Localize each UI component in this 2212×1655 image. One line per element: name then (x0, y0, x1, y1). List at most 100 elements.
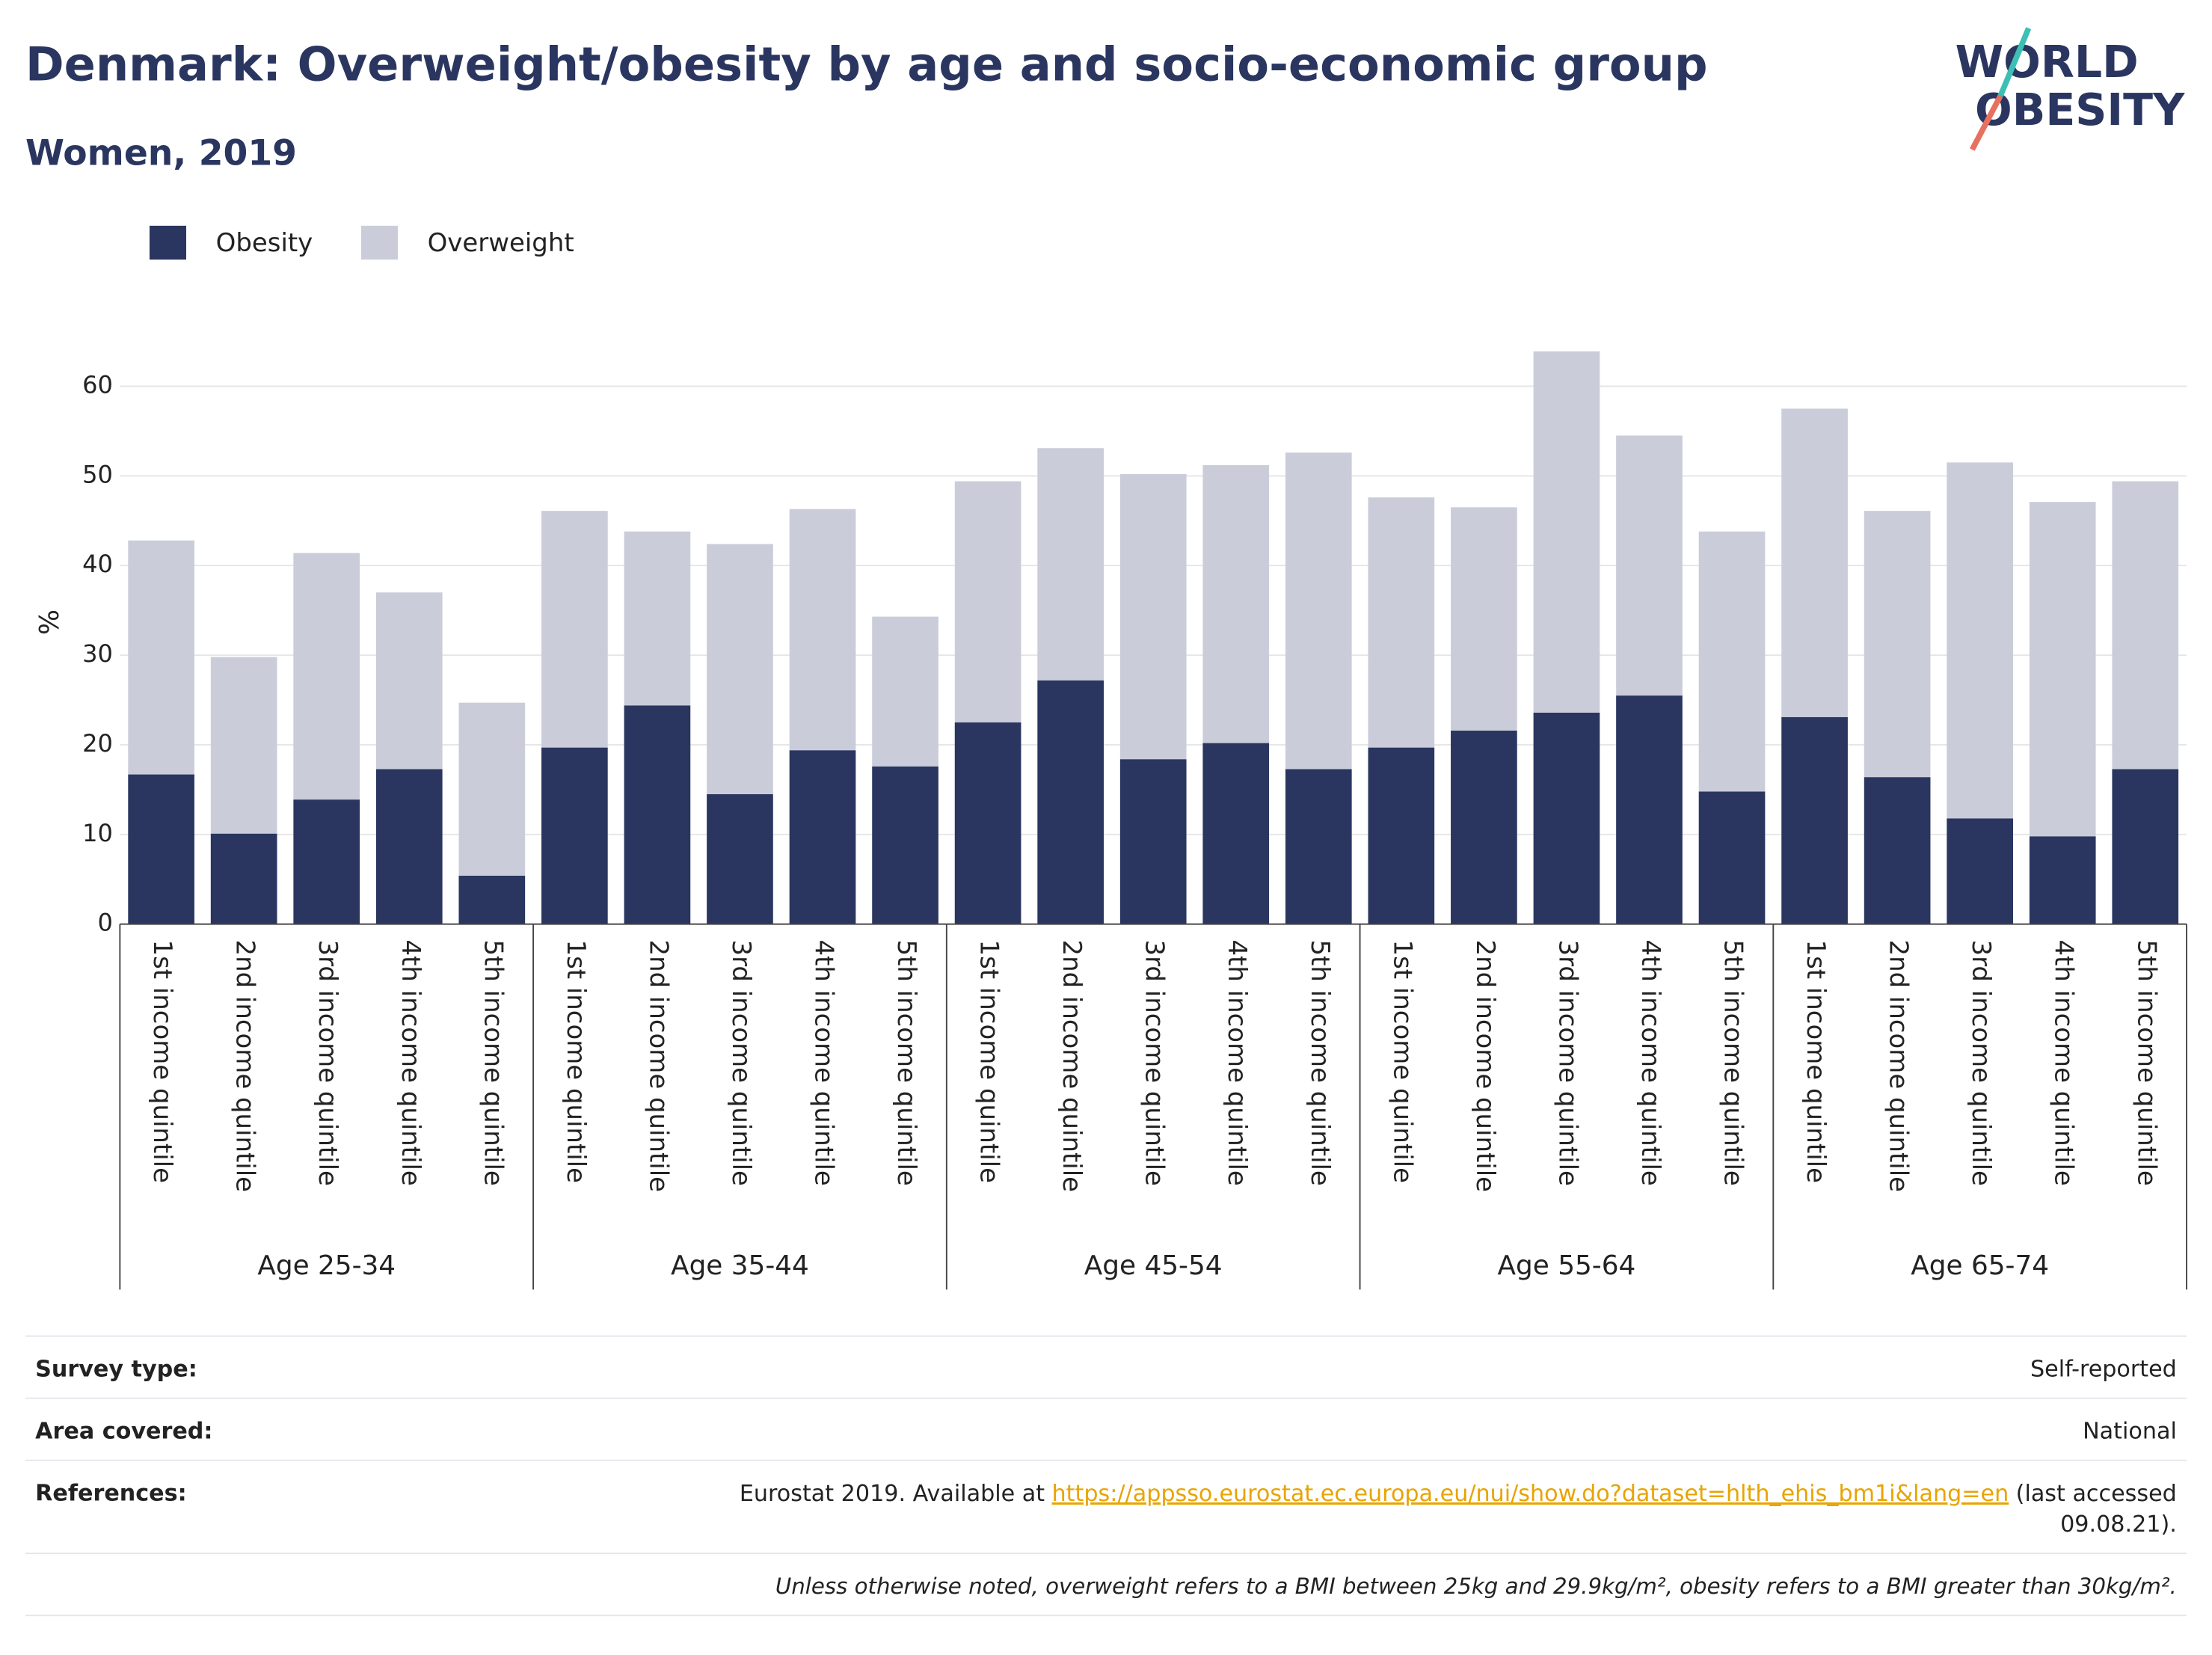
x-tick-label: 1st income quintile (147, 939, 177, 1183)
bar-segment (1285, 769, 1352, 924)
y-tick-label: 0 (98, 909, 113, 937)
bar-segment (789, 750, 856, 924)
bar-segment (210, 657, 277, 834)
bar-segment (293, 553, 360, 800)
reference-link[interactable]: https://appsso.eurostat.ec.europa.eu/nui… (1052, 1480, 2009, 1506)
y-tick-label: 50 (82, 460, 113, 488)
group-label: Age 65-74 (1911, 1250, 2049, 1281)
group-label: Age 25-34 (257, 1250, 396, 1281)
x-tick-label: 3rd income quintile (1140, 939, 1170, 1185)
bar-segment (375, 592, 443, 770)
bar-segment (872, 766, 938, 924)
bar-segment (293, 799, 360, 924)
row-value: Self-reported (2030, 1356, 2177, 1382)
group-label: Age 45-54 (1084, 1250, 1223, 1281)
y-tick-label: 20 (82, 729, 113, 758)
x-tick-label: 4th income quintile (1222, 939, 1252, 1185)
legend-label: Overweight (428, 228, 574, 258)
x-tick-label: 2nd income quintile (643, 939, 673, 1192)
bar-segment (1451, 507, 1517, 731)
row-value: National (2083, 1418, 2177, 1444)
bar-segment (1037, 448, 1104, 681)
bar-segment (624, 705, 691, 924)
bar-segment (375, 769, 443, 924)
bar-segment (1202, 464, 1270, 743)
bar-segment (541, 747, 608, 924)
chart-title: Denmark: Overweight/obesity by age and s… (25, 37, 1708, 92)
x-tick-label: 4th income quintile (809, 939, 839, 1185)
bar-segment (1202, 743, 1270, 924)
x-tick-label: 2nd income quintile (1057, 939, 1087, 1192)
y-tick-label: 60 (82, 370, 113, 399)
legend-swatch (149, 225, 187, 260)
bar-segment (458, 876, 526, 924)
x-tick-label: 5th income quintile (891, 939, 921, 1185)
bar-segment (2029, 836, 2096, 924)
logo: WORLD OBESITY (1956, 27, 2185, 151)
bar-segment (1781, 408, 1848, 717)
bar-segment (1947, 462, 2014, 819)
bar-segment (789, 509, 856, 751)
x-tick-label: 2nd income quintile (1884, 939, 1914, 1192)
legend-swatch (360, 225, 398, 260)
logo-slash (1969, 94, 2003, 151)
logo-text: WORLD (1956, 37, 2139, 87)
y-axis-label: % (34, 610, 65, 635)
bar-segment (707, 793, 773, 924)
bar-segment (707, 544, 773, 794)
bar-segment (1451, 730, 1517, 924)
row-label: Survey type: (35, 1356, 197, 1382)
x-tick-label: 1st income quintile (1801, 939, 1831, 1183)
bar-segment (1864, 511, 1931, 778)
reference-source: Eurostat 2019. Available at (740, 1480, 1045, 1506)
x-tick-label: 3rd income quintile (1966, 939, 1996, 1185)
bar-segment (1119, 473, 1187, 760)
logo-text: OBESITY (1975, 85, 2185, 135)
group-label: Age 55-64 (1498, 1250, 1636, 1281)
bar-segment (458, 702, 526, 876)
bar-segment (128, 540, 194, 775)
bar-segment (1616, 435, 1683, 696)
x-tick-label: 1st income quintile (1387, 939, 1417, 1183)
x-tick-label: 2nd income quintile (1470, 939, 1500, 1192)
bar-segment (2112, 481, 2179, 770)
logo-slash (1997, 27, 2032, 97)
row-label: Area covered: (35, 1418, 212, 1444)
bar-segment (1119, 759, 1187, 924)
bar-segment (1037, 680, 1104, 924)
x-tick-label: 5th income quintile (478, 939, 508, 1185)
reference-after: (last accessed (2016, 1480, 2177, 1506)
bar-segment (1533, 351, 1600, 713)
bar-segment (1698, 791, 1766, 924)
x-tick-label: 2nd income quintile (230, 939, 260, 1192)
y-tick-label: 40 (82, 550, 113, 578)
reference-text: Eurostat 2019. Available at https://appss… (740, 1480, 2177, 1506)
x-tick-label: 4th income quintile (2049, 939, 2079, 1185)
bar-segment (1947, 818, 2014, 924)
x-tick-label: 3rd income quintile (313, 939, 342, 1185)
bar-segment (1368, 747, 1435, 924)
bar-segment (210, 833, 277, 924)
bar-segment (1533, 712, 1600, 924)
bar-segment (872, 616, 938, 767)
bar-segment (624, 531, 691, 706)
x-tick-label: 1st income quintile (974, 939, 1004, 1183)
bar-segment (2112, 769, 2179, 924)
bar-segment (541, 511, 608, 748)
chart-subtitle: Women, 2019 (25, 133, 297, 174)
bar-segment (128, 774, 194, 924)
group-label: Age 35-44 (671, 1250, 809, 1281)
bar-segment (954, 481, 1021, 723)
x-tick-label: 1st income quintile (561, 939, 591, 1183)
bar-segment (1368, 497, 1435, 748)
bar-segment (1616, 696, 1683, 924)
row-label: References: (35, 1480, 186, 1506)
x-tick-label: 5th income quintile (1305, 939, 1335, 1185)
bar-segment (954, 722, 1021, 924)
bar-segment (2029, 502, 2096, 837)
legend-label: Obesity (216, 228, 313, 258)
reference-after: 09.08.21). (2060, 1511, 2177, 1538)
x-tick-label: 5th income quintile (1718, 939, 1748, 1185)
